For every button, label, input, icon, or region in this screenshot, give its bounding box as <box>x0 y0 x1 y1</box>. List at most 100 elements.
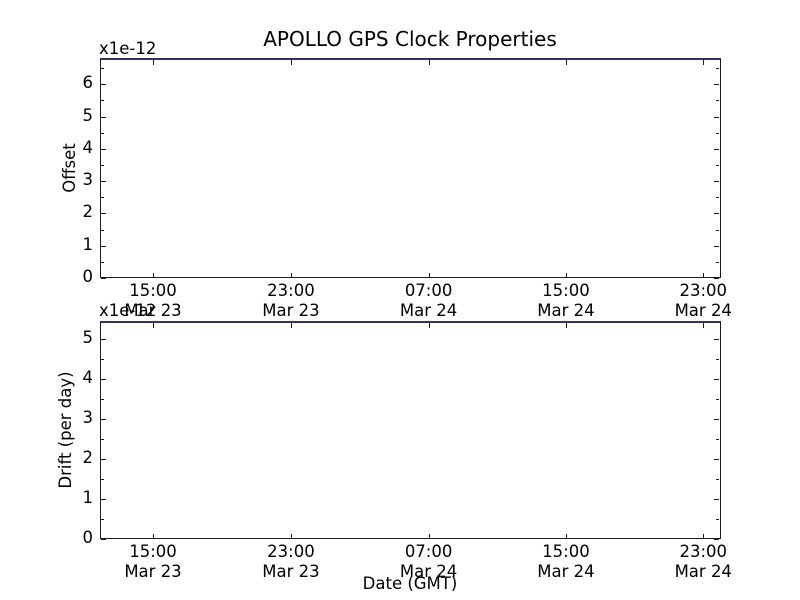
x-major-tick-mark <box>291 323 292 328</box>
y-major-tick-mark <box>101 213 106 215</box>
y-minor-tick-mark <box>716 439 719 440</box>
x-tick-label: 15:00 Mar 23 <box>98 281 208 321</box>
y-tick-label: 3 <box>82 408 94 427</box>
x-tick-label: 15:00 Mar 24 <box>511 281 621 321</box>
x-tick-label: 23:00 Mar 23 <box>236 281 346 321</box>
x-tick-date: Mar 24 <box>537 562 595 581</box>
y-minor-tick-mark <box>101 132 104 134</box>
x-tick-time: 07:00 <box>404 281 453 300</box>
y-tick-label: 6 <box>82 73 94 93</box>
y-major-tick-mark <box>714 339 719 340</box>
x-tick-date: Mar 24 <box>674 562 732 581</box>
y-tick-label: 5 <box>82 105 94 125</box>
x-major-tick-mark <box>703 273 704 278</box>
x-major-tick-mark <box>566 273 567 278</box>
y-major-tick-mark <box>101 181 106 183</box>
x-tick-label: 23:00 Mar 24 <box>648 281 758 321</box>
x-tick-label: 23:00 Mar 24 <box>648 542 758 582</box>
y-major-tick-mark <box>714 419 719 420</box>
y-major-tick-mark <box>101 499 106 500</box>
date-axis-label: Date (GMT) <box>362 574 458 593</box>
x-tick-date: Mar 23 <box>124 301 182 320</box>
x-tick-time: 15:00 <box>129 542 177 561</box>
y-minor-tick-mark <box>101 519 104 520</box>
y-major-tick-mark <box>101 148 106 150</box>
y-minor-tick-mark <box>716 229 719 231</box>
y-tick-label: 0 <box>82 267 94 286</box>
x-major-tick-mark <box>703 534 704 539</box>
y-minor-tick-mark <box>716 399 719 400</box>
y-major-tick-mark <box>714 539 719 540</box>
y-major-tick-mark <box>714 148 719 150</box>
y-tick-label: 5 <box>82 328 94 347</box>
y-minor-tick-mark <box>716 197 719 199</box>
y-major-tick-mark <box>101 419 106 420</box>
y-major-tick-mark <box>714 116 719 118</box>
x-tick-date: Mar 24 <box>399 301 458 320</box>
y-minor-tick-mark <box>716 519 719 520</box>
y-minor-tick-mark <box>716 100 719 102</box>
y-minor-tick-mark <box>716 164 719 166</box>
y-major-tick-mark <box>101 539 106 540</box>
y-minor-tick-mark <box>101 100 104 102</box>
x-major-tick-mark <box>429 60 430 65</box>
x-major-tick-mark <box>291 60 292 65</box>
top-plot-area <box>100 58 721 279</box>
y-major-tick-mark <box>714 459 719 460</box>
y-minor-tick-mark <box>716 132 719 134</box>
bottom-plot-area <box>100 321 721 540</box>
x-tick-time: 23:00 <box>679 281 728 300</box>
bottom-y-scale-label: x1e-12 <box>99 301 157 320</box>
x-tick-time: 15:00 <box>542 281 590 300</box>
y-tick-label: 3 <box>82 170 94 190</box>
y-major-tick-mark <box>101 116 106 118</box>
x-tick-date: Mar 24 <box>674 301 732 320</box>
x-major-tick-mark <box>153 323 154 328</box>
y-tick-label: 1 <box>82 488 94 507</box>
x-tick-label: 15:00 Mar 23 <box>98 542 208 582</box>
y-major-tick-mark <box>714 213 719 215</box>
x-tick-label: 15:00 Mar 24 <box>511 542 621 582</box>
y-minor-tick-mark <box>716 479 719 480</box>
x-major-tick-mark <box>429 273 430 278</box>
y-tick-label: 1 <box>82 234 94 254</box>
y-major-tick-mark <box>714 84 719 86</box>
x-tick-time: 23:00 <box>679 542 728 561</box>
y-minor-tick-mark <box>716 359 719 360</box>
y-minor-tick-mark <box>716 68 719 70</box>
y-major-tick-mark <box>714 181 719 183</box>
x-major-tick-mark <box>566 60 567 65</box>
x-major-tick-mark <box>703 60 704 65</box>
x-tick-time: 23:00 <box>267 281 315 300</box>
x-major-tick-mark <box>291 273 292 278</box>
y-tick-label: 4 <box>82 137 94 157</box>
y-major-tick-mark <box>714 278 719 279</box>
y-major-tick-mark <box>714 499 719 500</box>
y-minor-tick-mark <box>101 229 104 231</box>
x-major-tick-mark <box>291 534 292 539</box>
x-tick-date: Mar 24 <box>537 301 595 320</box>
x-tick-label: 07:00 Mar 24 <box>374 542 484 582</box>
y-minor-tick-mark <box>101 68 104 70</box>
y-major-tick-mark <box>714 245 719 247</box>
y-major-tick-mark <box>101 278 106 279</box>
y-minor-tick-mark <box>101 359 104 360</box>
y-tick-label: 2 <box>82 448 94 467</box>
x-major-tick-mark <box>429 534 430 539</box>
y-minor-tick-mark <box>101 197 104 199</box>
x-major-tick-mark <box>566 323 567 328</box>
x-major-tick-mark <box>153 60 154 65</box>
y-minor-tick-mark <box>101 399 104 400</box>
y-tick-label: 2 <box>82 202 94 222</box>
y-major-tick-mark <box>101 459 106 460</box>
x-tick-time: 07:00 <box>404 542 453 561</box>
y-minor-tick-mark <box>716 261 719 263</box>
chart-title: APOLLO GPS Clock Properties <box>263 27 557 51</box>
y-major-tick-mark <box>101 339 106 340</box>
y-minor-tick-mark <box>101 164 104 166</box>
top-y-scale-label: x1e-12 <box>99 39 157 58</box>
y-minor-tick-mark <box>101 479 104 480</box>
y-major-tick-mark <box>101 379 106 380</box>
y-tick-label: 0 <box>82 528 94 547</box>
